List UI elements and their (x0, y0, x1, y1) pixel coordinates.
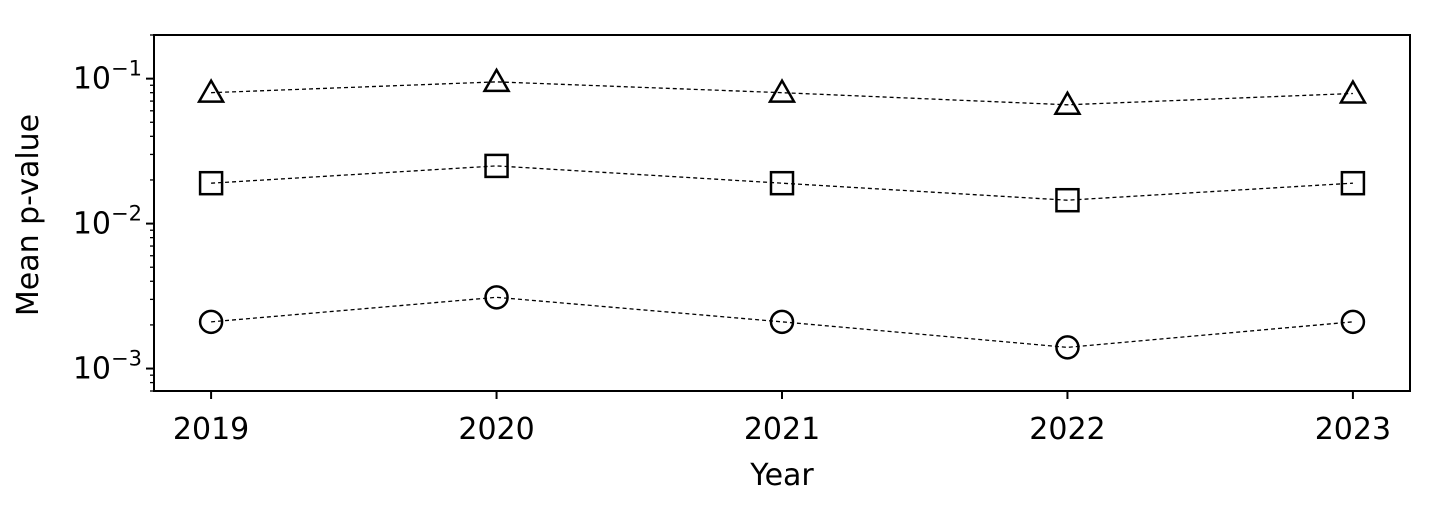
y-axis-label: Mean p-value (11, 114, 46, 316)
data-point-circle (1340, 309, 1366, 335)
data-point-circle (1055, 335, 1080, 360)
x-tick-label: 2023 (1315, 412, 1391, 447)
y-tick-label: 10−2 (73, 202, 142, 242)
x-axis-label: Year (749, 458, 814, 493)
plot-area (196, 67, 1368, 360)
series-line-triangle (211, 81, 1353, 106)
data-point-square (1055, 187, 1080, 213)
data-point-triangle (1338, 78, 1368, 104)
data-point-triangle (196, 78, 226, 103)
x-tick-label: 2020 (458, 412, 534, 447)
data-point-circle (769, 309, 795, 335)
x-tick-label: 2019 (173, 412, 249, 447)
series-line-circle (211, 296, 1353, 349)
data-point-square (484, 153, 509, 179)
x-tick-label: 2022 (1029, 412, 1105, 447)
series-line-square (211, 165, 1353, 201)
x-axis: 2019 2020 2021 2022 2023 (173, 391, 1391, 447)
x-tick-label: 2021 (744, 412, 820, 447)
plot-frame (153, 34, 1411, 392)
y-tick-label: 10−3 (73, 347, 142, 387)
data-point-square (1340, 170, 1366, 196)
y-tick-label: 10−1 (73, 57, 142, 97)
data-point-square (769, 170, 795, 196)
data-point-triangle (767, 78, 797, 103)
data-point-triangle (482, 67, 511, 93)
data-point-square (198, 170, 224, 196)
y-axis: 10−3 10−2 10−1 (73, 34, 154, 392)
data-point-circle (198, 309, 224, 335)
data-point-circle (484, 285, 509, 310)
data-point-triangle (1053, 90, 1082, 116)
